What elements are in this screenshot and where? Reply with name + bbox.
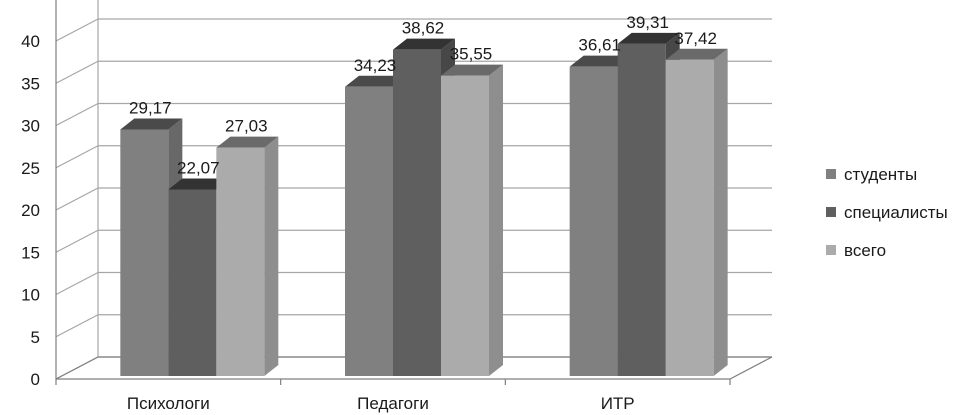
bar-студенты-Педагоги bbox=[345, 86, 393, 376]
legend-label: специалисты bbox=[844, 203, 948, 222]
category-label: Педагоги bbox=[357, 394, 429, 413]
gridline-side-25 bbox=[55, 145, 99, 169]
bar-top-специалисты-ИТР bbox=[617, 32, 680, 44]
data-label: 35,55 bbox=[450, 45, 493, 64]
y-tick-label: 30 bbox=[21, 117, 40, 136]
legend-label: студенты bbox=[844, 165, 917, 184]
bar-всего-Психологи bbox=[216, 147, 265, 376]
bar-специалисты-Педагоги bbox=[393, 49, 441, 376]
y-tick-labels: 0 5 10 15 20 25 30 35 40 bbox=[21, 32, 40, 389]
bar-side-всего-ИТР bbox=[713, 48, 728, 377]
data-labels: 29,17 22,07 27,03 34,23 38,62 35,55 36,61 39,31… bbox=[129, 13, 717, 178]
category-labels: Психологи Педагоги ИТР bbox=[127, 394, 635, 413]
y-tick-label: 40 bbox=[21, 32, 40, 51]
bar-специалисты-Психологи bbox=[168, 189, 217, 376]
legend-label: всего bbox=[844, 241, 886, 260]
y-tick-label: 0 bbox=[31, 370, 40, 389]
data-label: 34,23 bbox=[354, 56, 397, 75]
gridline-side-20 bbox=[55, 187, 99, 211]
gridline-side-5 bbox=[55, 314, 99, 338]
bar-top-студенты-Психологи bbox=[120, 118, 183, 130]
data-label: 38,62 bbox=[402, 19, 445, 38]
bar-side-всего-Педагоги bbox=[489, 64, 503, 376]
gridline-side-10 bbox=[55, 271, 99, 296]
category-label: Психологи bbox=[127, 394, 210, 413]
bar-top-специалисты-Педагоги bbox=[393, 38, 455, 50]
bars bbox=[120, 32, 728, 377]
data-label: 36,61 bbox=[578, 36, 621, 55]
y-tick-label: 10 bbox=[21, 286, 40, 305]
bar-top-студенты-Педагоги bbox=[345, 75, 407, 87]
gridline-side-40 bbox=[55, 18, 99, 42]
y-tick-label: 5 bbox=[31, 328, 40, 347]
bar-top-всего-Педагоги bbox=[441, 64, 503, 76]
bar-top-всего-ИТР bbox=[665, 48, 728, 60]
data-label: 39,31 bbox=[626, 13, 669, 32]
gridline-side-35 bbox=[55, 60, 99, 84]
data-label: 37,42 bbox=[674, 29, 717, 48]
data-label: 29,17 bbox=[129, 99, 172, 118]
bar-top-студенты-ИТР bbox=[569, 55, 632, 67]
data-label: 27,03 bbox=[225, 117, 268, 136]
y-tick-label: 35 bbox=[21, 74, 40, 93]
bar-всего-Педагоги bbox=[441, 75, 489, 376]
bar-специалисты-ИТР bbox=[617, 43, 666, 376]
legend-swatch-всего bbox=[826, 245, 836, 255]
axes bbox=[55, 0, 773, 385]
bar-top-всего-Психологи bbox=[216, 136, 279, 148]
bar-side-всего-Психологи bbox=[264, 136, 279, 376]
legend-swatch-специалисты bbox=[826, 207, 836, 217]
legend-swatch-студенты bbox=[826, 169, 836, 179]
y-tick-label: 15 bbox=[21, 243, 40, 262]
bar-всего-ИТР bbox=[665, 59, 714, 377]
legend: студенты специалисты всего bbox=[826, 165, 948, 260]
bar-top-специалисты-Психологи bbox=[168, 178, 231, 190]
category-label: ИТР bbox=[601, 394, 635, 413]
data-label: 22,07 bbox=[177, 159, 220, 178]
y-tick-label: 25 bbox=[21, 159, 40, 178]
bar-студенты-Психологи bbox=[120, 129, 169, 376]
bar-студенты-ИТР bbox=[569, 66, 618, 376]
gridline-side-30 bbox=[55, 102, 99, 127]
gridline-side-15 bbox=[55, 229, 99, 253]
y-tick-label: 20 bbox=[21, 201, 40, 220]
